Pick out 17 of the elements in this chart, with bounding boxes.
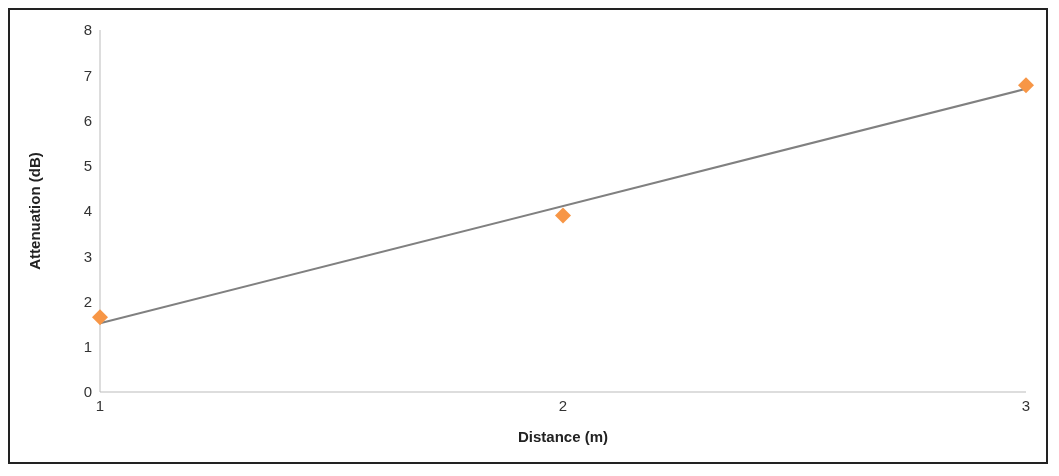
x-tick-label: 2 <box>558 396 568 414</box>
y-tick-label: 7 <box>83 66 92 84</box>
y-tick-label: 6 <box>83 111 92 129</box>
point <box>555 207 571 224</box>
y-tick-label: 5 <box>83 157 92 175</box>
x-tick-label: 1 <box>95 396 105 414</box>
y-axis-title: Attenuation (dB) <box>26 152 44 270</box>
y-tick-label: 3 <box>83 247 92 265</box>
y-tick-label: 1 <box>83 338 92 356</box>
x-tick-label: 3 <box>1021 396 1031 414</box>
y-tick-label: 2 <box>83 292 92 310</box>
y-tick-label: 0 <box>83 383 92 401</box>
y-tick-label: 8 <box>83 21 92 39</box>
point <box>1018 77 1034 94</box>
y-tick-label: 4 <box>83 202 92 220</box>
point <box>92 309 108 326</box>
x-axis-title: Distance (m) <box>517 428 609 445</box>
